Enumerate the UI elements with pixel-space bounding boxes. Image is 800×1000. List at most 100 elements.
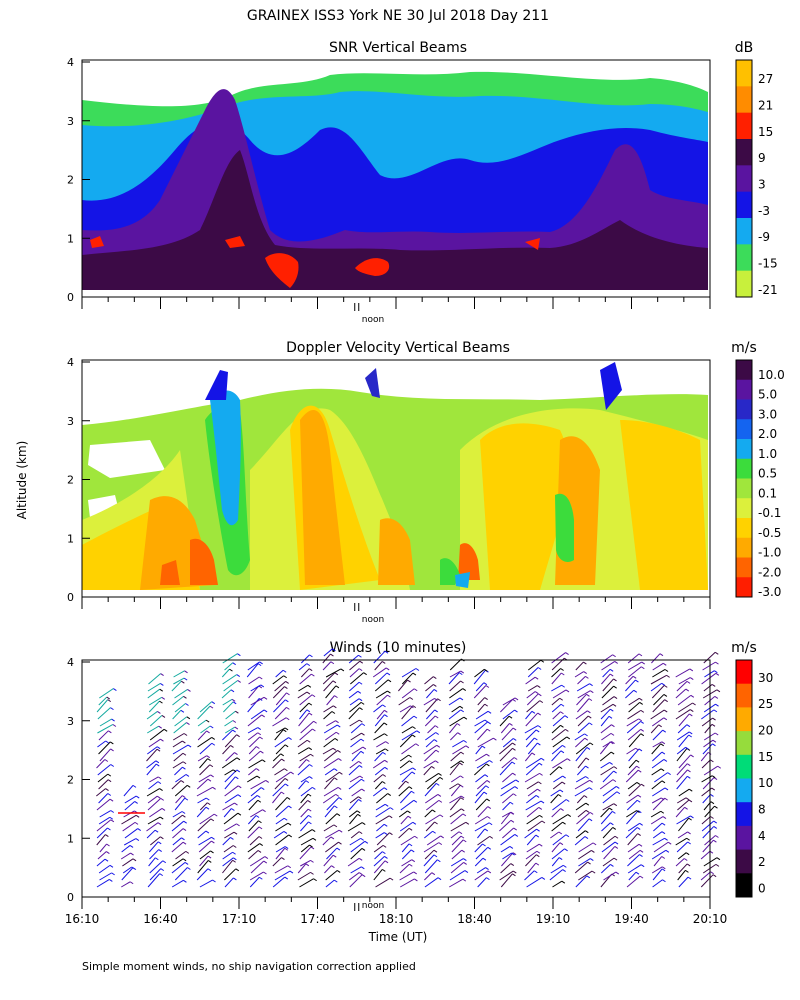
- wind-barb-flag: [586, 694, 589, 696]
- wind-barb-flag: [638, 834, 641, 836]
- wind-barb-flag: [162, 715, 165, 717]
- wind-barb-flag: [362, 789, 365, 791]
- wind-barb: [298, 764, 310, 775]
- wind-barb-flag: [211, 775, 214, 777]
- wind-barb-flag: [433, 684, 436, 686]
- wind-barb: [225, 878, 233, 887]
- wind-barb-flag: [440, 777, 443, 779]
- wind-barb: [401, 836, 415, 845]
- wind-barb-flag: [309, 777, 312, 779]
- wind-barb-flag: [108, 774, 111, 776]
- doppler-colorbar-swatch: [736, 558, 752, 578]
- wind-barb: [528, 686, 537, 691]
- wind-barb-flag: [160, 837, 163, 839]
- wind-barb: [300, 754, 311, 761]
- wind-barb: [299, 800, 308, 810]
- wind-barb: [701, 752, 708, 761]
- wind-barb: [377, 710, 384, 719]
- wind-barb: [475, 775, 484, 782]
- wind-barb-flag: [487, 816, 490, 818]
- wind-barb: [503, 802, 511, 810]
- wind-barb: [502, 812, 511, 817]
- wind-barb-flag: [710, 794, 713, 796]
- wind-barb-flag: [637, 782, 640, 784]
- wind-barb: [603, 858, 614, 866]
- wind-barb-flag: [585, 738, 588, 740]
- wind-barb-flag: [590, 691, 593, 693]
- wind-barb: [198, 831, 206, 838]
- wind-barb-flag: [364, 673, 367, 675]
- wind-barb-flag: [406, 781, 409, 783]
- wind-barb-flag: [718, 766, 721, 768]
- wind-barb-flag: [237, 758, 240, 760]
- wind-barb: [575, 672, 584, 677]
- wind-barb: [451, 859, 463, 866]
- wind-barb-flag: [538, 668, 541, 670]
- wind-barb-flag: [286, 707, 289, 709]
- wind-barb-flag: [311, 860, 314, 862]
- wind-barb-flag: [410, 698, 413, 700]
- wind-barb-flag: [539, 763, 542, 765]
- wind-barb: [399, 787, 409, 796]
- wind-barb-flag: [463, 689, 466, 691]
- wind-barb-flag: [687, 770, 690, 772]
- wind-barb-flag: [537, 789, 540, 791]
- wind-barb-flag: [289, 738, 292, 740]
- wind-barb: [526, 677, 536, 684]
- wind-barb-flag: [414, 716, 417, 718]
- wind-barb: [301, 809, 308, 817]
- wind-barb: [172, 880, 183, 887]
- wind-barb-flag: [284, 769, 287, 771]
- wind-barb-flag: [108, 793, 111, 795]
- doppler-colorbar-label: -3.0: [758, 585, 781, 599]
- wind-barb-flag: [665, 700, 668, 702]
- winds-colorbar-swatch: [736, 826, 752, 850]
- wind-barb-flag: [534, 738, 537, 740]
- wind-barb: [475, 844, 483, 852]
- wind-barb: [373, 705, 382, 712]
- wind-barb: [248, 769, 256, 775]
- wind-barb-flag: [382, 781, 385, 783]
- wind-barb: [148, 782, 157, 789]
- wind-barb-flag: [311, 847, 314, 849]
- wind-barb: [248, 698, 260, 712]
- doppler-colorbar-swatch: [736, 380, 752, 400]
- wind-barb: [100, 811, 111, 817]
- wind-barb: [629, 760, 636, 768]
- wind-barb-flag: [337, 725, 340, 727]
- wind-barb: [477, 780, 487, 789]
- wind-barb-flag: [461, 809, 464, 811]
- wind-barb-flag: [558, 795, 561, 797]
- wind-barb-flag: [361, 733, 364, 735]
- wind-barb-flag: [566, 653, 569, 655]
- wind-barb-flag: [160, 789, 163, 791]
- wind-barb: [349, 708, 360, 719]
- wind-barb-flag: [260, 751, 263, 753]
- wind-barb-flag: [512, 748, 515, 750]
- wind-barb: [575, 738, 584, 747]
- wind-barb: [528, 789, 537, 796]
- wind-barb-flag: [311, 872, 314, 874]
- wind-barb-flag: [288, 866, 291, 868]
- wind-barb-flag: [307, 692, 310, 694]
- snr-colorbar-swatch: [736, 218, 752, 245]
- wind-barb: [402, 689, 414, 698]
- wind-barb-flag: [710, 760, 713, 762]
- wind-barb-flag: [484, 792, 487, 794]
- wind-barb-flag: [560, 790, 563, 792]
- wind-barb-flag: [256, 747, 259, 749]
- wind-barb-flag: [541, 660, 544, 662]
- wind-barb-flag: [158, 842, 161, 844]
- wind-barb: [526, 801, 541, 810]
- wind-barb-flag: [713, 840, 716, 842]
- wind-barb-flag: [515, 834, 518, 836]
- winds-colorbar-swatch: [736, 802, 752, 826]
- wind-barb-flag: [510, 846, 513, 848]
- wind-barb-flag: [284, 687, 287, 689]
- wind-barb-flag: [536, 795, 539, 797]
- wind-barb-flag: [105, 835, 108, 837]
- wind-barb: [125, 801, 135, 810]
- wind-barb: [425, 716, 435, 726]
- wind-barb: [122, 859, 133, 866]
- wind-barb-flag: [155, 858, 158, 860]
